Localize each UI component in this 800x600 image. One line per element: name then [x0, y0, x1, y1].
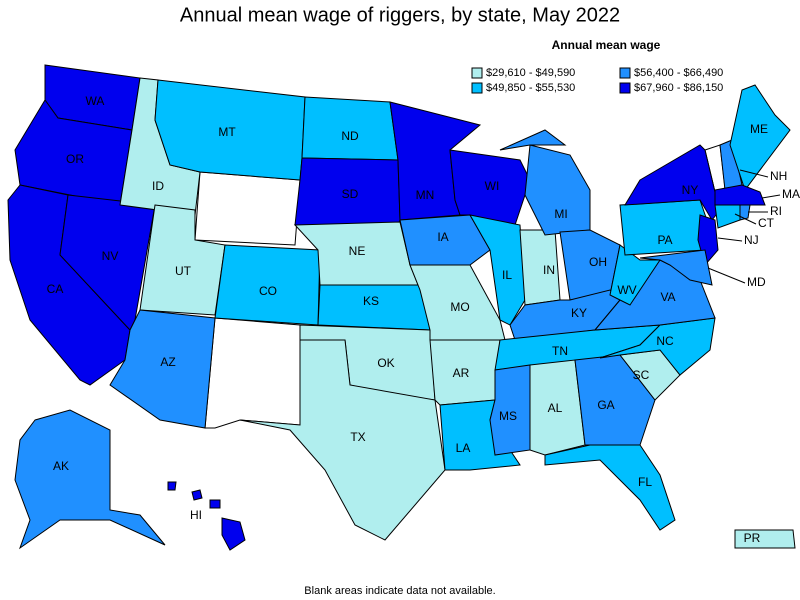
state-label: KS — [363, 294, 379, 308]
leader-line — [717, 237, 743, 242]
state-label: NV — [102, 249, 119, 263]
state-label: IA — [437, 230, 448, 244]
state-label: NE — [349, 244, 366, 258]
state-label: HI — [190, 508, 202, 522]
state-label: AL — [548, 401, 563, 415]
legend-label: $56,400 - $66,490 — [634, 67, 723, 79]
state-label: ND — [341, 129, 359, 143]
state-label: NY — [682, 183, 699, 197]
state-shape — [544, 444, 676, 531]
legend-swatch — [619, 82, 631, 94]
legend-swatch — [471, 82, 483, 94]
state-label: CO — [259, 284, 277, 298]
state-shape — [529, 359, 586, 456]
state-shape — [714, 184, 766, 206]
state-label: PA — [657, 233, 672, 247]
state-label: FL — [638, 475, 652, 489]
state-label: OH — [589, 255, 607, 269]
state-label: AR — [453, 366, 470, 380]
states — [7, 64, 796, 551]
leader-line — [734, 213, 757, 225]
state-shape — [109, 309, 216, 429]
state-label: ID — [152, 179, 164, 193]
state-label: IN — [543, 263, 555, 277]
map-title: Annual mean wage of riggers, by state, M… — [180, 4, 620, 26]
state-shape — [524, 144, 591, 236]
state-label: ME — [750, 122, 768, 136]
legend-label: $29,610 - $49,590 — [486, 67, 575, 79]
legend: $29,610 - $49,590 $49,850 - $55,530 $56,40… — [471, 67, 723, 94]
state-shape — [739, 204, 751, 221]
state-label: OR — [66, 152, 84, 166]
state-shape — [167, 481, 177, 491]
state-label: SD — [342, 187, 359, 201]
state-label: AK — [53, 459, 69, 473]
state-label: NH — [770, 169, 787, 183]
state-label: RI — [770, 204, 782, 218]
state-labels: WA OR CA NV ID MT UT CO AZ ND SD NE KS OK TX MN IA MO AR LA… — [47, 94, 800, 545]
state-label: MO — [450, 300, 469, 314]
state-label: SC — [633, 368, 650, 382]
state-label: NC — [656, 334, 674, 348]
state-label: WA — [86, 94, 105, 108]
leader-line — [761, 194, 781, 199]
state-shape — [221, 517, 246, 551]
state-shape — [191, 489, 203, 501]
state-shape — [639, 249, 713, 286]
state-label: NJ — [744, 233, 759, 247]
state-label: MS — [499, 409, 517, 423]
state-label: PR — [744, 531, 761, 545]
state-label: CT — [758, 216, 775, 230]
legend-label: $67,960 - $86,150 — [634, 82, 723, 94]
state-label: OK — [377, 356, 394, 370]
state-shape — [194, 171, 301, 246]
state-label: TN — [552, 344, 568, 358]
state-label: LA — [456, 441, 471, 455]
footnote: Blank areas indicate data not available. — [304, 585, 495, 597]
state-shape — [609, 244, 661, 306]
state-label: UT — [175, 264, 192, 278]
state-label: MN — [416, 188, 435, 202]
state-shape — [204, 317, 301, 429]
state-shape — [239, 339, 446, 541]
state-shape — [599, 317, 716, 376]
state-shape — [209, 499, 221, 509]
state-label: GA — [597, 398, 614, 412]
state-label: MI — [554, 207, 567, 221]
legend-label: $49,850 - $55,530 — [486, 82, 575, 94]
legend-title: Annual mean wage — [552, 38, 661, 52]
state-shape — [14, 409, 166, 550]
state-label: KY — [571, 306, 587, 320]
legend-swatch — [471, 67, 483, 79]
state-label: MT — [218, 125, 236, 139]
state-shape — [714, 204, 741, 229]
state-label: IL — [502, 268, 512, 282]
state-label: CA — [47, 282, 64, 296]
state-label: TX — [350, 430, 365, 444]
state-shape — [499, 129, 567, 151]
state-label: VA — [660, 290, 675, 304]
state-label: WI — [485, 179, 500, 193]
state-shape — [399, 214, 491, 266]
leader-line — [707, 267, 746, 284]
legend-swatch — [619, 67, 631, 79]
state-shape — [734, 529, 796, 549]
state-label: WV — [617, 283, 636, 297]
state-label: MD — [747, 275, 766, 289]
state-label: MA — [782, 187, 800, 201]
state-label: AZ — [160, 355, 175, 369]
leader-line — [739, 169, 769, 178]
